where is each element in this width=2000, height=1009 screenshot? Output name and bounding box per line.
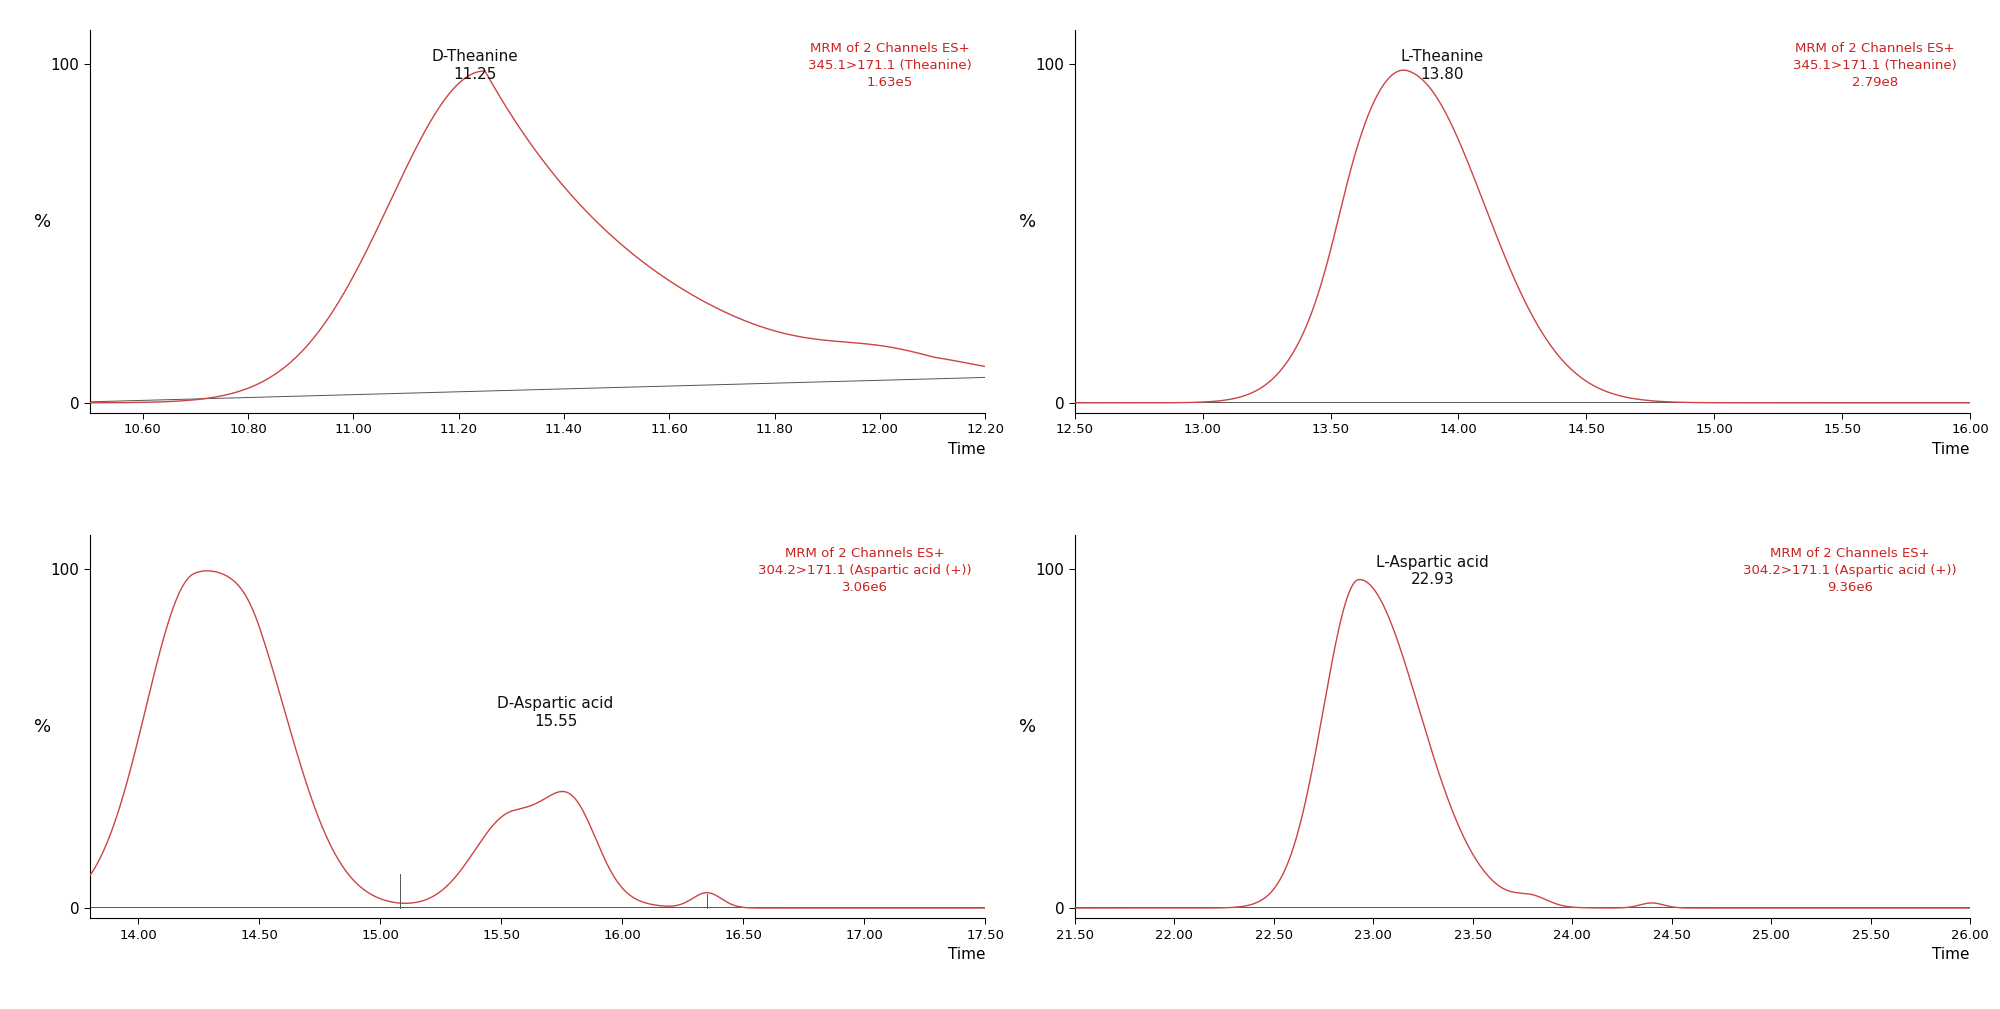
Y-axis label: %: %: [1018, 213, 1036, 231]
Y-axis label: %: %: [34, 213, 50, 231]
Text: Time: Time: [948, 442, 986, 457]
Text: L-Aspartic acid
22.93: L-Aspartic acid 22.93: [1376, 555, 1490, 587]
Text: Time: Time: [1932, 442, 1970, 457]
Text: MRM of 2 Channels ES+
345.1>171.1 (Theanine)
2.79e8: MRM of 2 Channels ES+ 345.1>171.1 (Thean…: [1792, 41, 1956, 89]
Y-axis label: %: %: [1018, 717, 1036, 736]
Text: D-Aspartic acid
15.55: D-Aspartic acid 15.55: [498, 696, 614, 728]
Text: MRM of 2 Channels ES+
304.2>171.1 (Aspartic acid (+))
9.36e6: MRM of 2 Channels ES+ 304.2>171.1 (Aspar…: [1742, 547, 1956, 594]
Y-axis label: %: %: [34, 717, 50, 736]
Text: Time: Time: [948, 946, 986, 962]
Text: MRM of 2 Channels ES+
304.2>171.1 (Aspartic acid (+))
3.06e6: MRM of 2 Channels ES+ 304.2>171.1 (Aspar…: [758, 547, 972, 594]
Text: D-Theanine
11.25: D-Theanine 11.25: [432, 49, 518, 82]
Text: Time: Time: [1932, 946, 1970, 962]
Text: L-Theanine
13.80: L-Theanine 13.80: [1400, 49, 1484, 82]
Text: MRM of 2 Channels ES+
345.1>171.1 (Theanine)
1.63e5: MRM of 2 Channels ES+ 345.1>171.1 (Thean…: [808, 41, 972, 89]
